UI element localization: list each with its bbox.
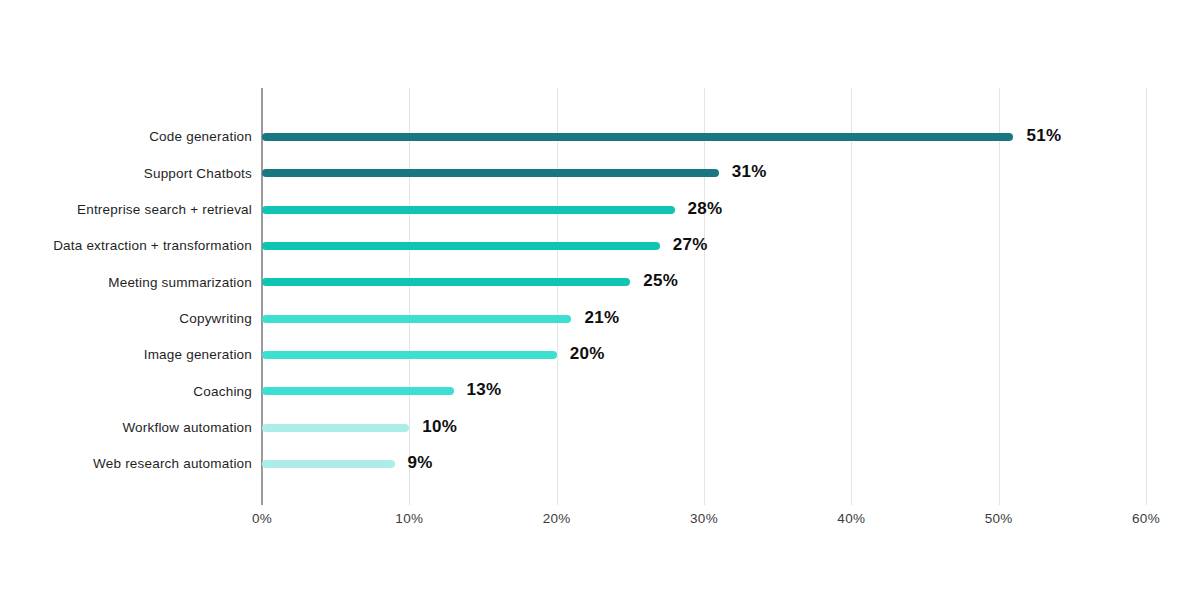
bar-row: Coaching 13%: [0, 373, 1146, 409]
category-label: Meeting summarization: [0, 275, 252, 290]
bar-row: Entreprise search + retrieval 28%: [0, 191, 1146, 227]
value-label: 21%: [584, 308, 619, 328]
category-label: Image generation: [0, 347, 252, 362]
x-tick-label: 10%: [395, 511, 423, 526]
bar-chart: Code generation 51% Support Chatbots 31%…: [0, 0, 1200, 600]
bars-container: Code generation 51% Support Chatbots 31%…: [0, 88, 1146, 505]
bar: [262, 242, 660, 250]
bar-row: Web research automation 9%: [0, 446, 1146, 482]
bar: [262, 278, 630, 286]
bar: [262, 387, 454, 395]
bar-row: Workflow automation 10%: [0, 409, 1146, 445]
bar-row: Data extraction + transformation 27%: [0, 228, 1146, 264]
bar-row: Meeting summarization 25%: [0, 264, 1146, 300]
bar: [262, 460, 395, 468]
category-label: Copywriting: [0, 311, 252, 326]
bar-track: 27%: [262, 228, 1146, 264]
x-tick-label: 40%: [837, 511, 865, 526]
category-label: Web research automation: [0, 456, 252, 471]
bar: [262, 169, 719, 177]
bar-track: 28%: [262, 191, 1146, 227]
bar: [262, 424, 409, 432]
value-label: 10%: [422, 417, 457, 437]
value-label: 31%: [732, 163, 767, 183]
bar-track: 9%: [262, 446, 1146, 482]
bar-track: 25%: [262, 264, 1146, 300]
value-label: 9%: [408, 453, 433, 473]
bar-track: 31%: [262, 155, 1146, 191]
x-tick-label: 30%: [690, 511, 718, 526]
category-label: Data extraction + transformation: [0, 238, 252, 253]
bar-track: 51%: [262, 119, 1146, 155]
category-label: Workflow automation: [0, 420, 252, 435]
category-label: Entreprise search + retrieval: [0, 202, 252, 217]
value-label: 28%: [688, 199, 723, 219]
bar: [262, 351, 557, 359]
x-tick-label: 50%: [985, 511, 1013, 526]
x-tick-label: 60%: [1132, 511, 1160, 526]
bar-row: Copywriting 21%: [0, 300, 1146, 336]
bar: [262, 315, 571, 323]
bar-row: Support Chatbots 31%: [0, 155, 1146, 191]
category-label: Coaching: [0, 384, 252, 399]
category-label: Code generation: [0, 129, 252, 144]
value-label: 27%: [673, 235, 708, 255]
bar-track: 13%: [262, 373, 1146, 409]
value-label: 20%: [570, 344, 605, 364]
bar-track: 21%: [262, 300, 1146, 336]
x-tick-label: 20%: [543, 511, 571, 526]
value-label: 25%: [643, 271, 678, 291]
value-label: 13%: [467, 380, 502, 400]
x-axis: 0%10%20%30%40%50%60%: [262, 511, 1146, 531]
category-label: Support Chatbots: [0, 166, 252, 181]
bar-track: 20%: [262, 337, 1146, 373]
bar: [262, 206, 675, 214]
bar-track: 10%: [262, 409, 1146, 445]
gridline: [1146, 88, 1147, 505]
bar-row: Code generation 51%: [0, 119, 1146, 155]
bar-row: Image generation 20%: [0, 337, 1146, 373]
value-label: 51%: [1026, 126, 1061, 146]
bar: [262, 133, 1013, 141]
x-tick-label: 0%: [252, 511, 272, 526]
